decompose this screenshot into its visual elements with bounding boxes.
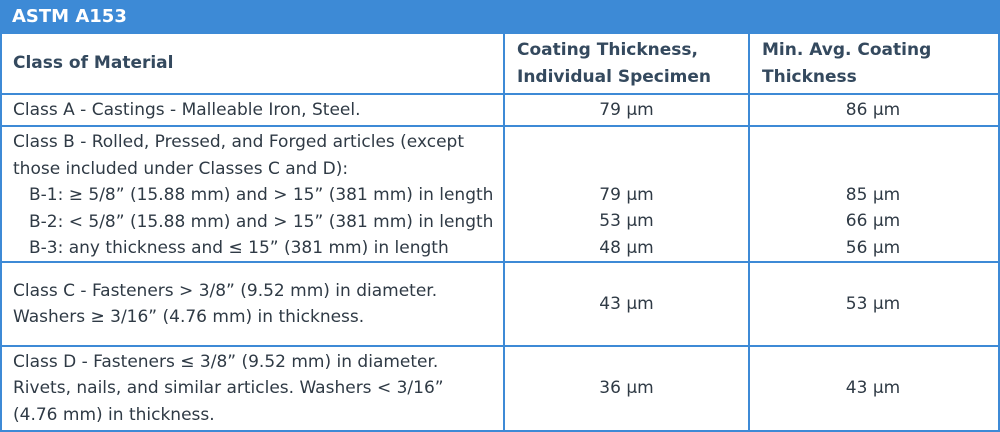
class-cell: Class A - Castings - Malleable Iron, Ste… [2,95,505,125]
value-text: 53 µm [599,211,654,231]
header-row: Class of Material Coating Thickness, Indiv… [0,34,1000,95]
value-cell: 36 µm [505,347,750,430]
subclass-text: B-3: any thickness and ≤ 15” (381 mm) in… [29,238,449,258]
value-text: 36 µm [599,378,654,399]
value-text: 79 µm [599,184,654,205]
spacer [505,129,748,155]
header-cell: Coating Thickness, Individual Specimen [505,34,750,93]
class-cell: Class D - Fasteners ≤ 3/8” (9.52 mm) in … [2,347,505,430]
subclass-text: B-2: < 5/8” (15.88 mm) and > 15” (381 mm… [29,211,494,232]
value-text: 66 µm [845,211,901,231]
table-row: Class D - Fasteners ≤ 3/8” (9.52 mm) in … [0,347,1000,432]
value-text: 53 µm [845,293,901,314]
spacer [750,155,996,181]
table-row: Class C - Fasteners > 3/8” (9.52 mm) in … [0,263,1000,347]
header-text: Thickness [762,66,857,87]
class-text: Washers ≥ 3/16” (4.76 mm) in thickness. [13,307,365,327]
value-cell: 85 µm 66 µm 56 µm [750,127,996,261]
value-cell: 43 µm [750,347,996,430]
class-cell: Class B - Rolled, Pressed, and Forged ar… [2,127,505,261]
value-text: 85 µm [845,184,901,205]
class-text: Class A - Castings - Malleable Iron, Ste… [13,99,361,120]
class-text: Class B - Rolled, Pressed, and Forged ar… [13,132,464,152]
header-text: Min. Avg. Coating [762,40,932,60]
value-cell: 79 µm 53 µm 48 µm [505,127,750,261]
table-row: Class B - Rolled, Pressed, and Forged ar… [0,127,1000,263]
header-cell: Class of Material [2,34,505,93]
spacer [750,129,996,155]
header-cell: Min. Avg. Coating Thickness [750,34,996,93]
value-text: 79 µm [599,99,654,120]
class-text: Rivets, nails, and similar articles. Was… [13,378,444,399]
value-text: 43 µm [599,293,654,314]
class-text: Class D - Fasteners ≤ 3/8” (9.52 mm) in … [13,351,439,372]
value-cell: 43 µm [505,263,750,345]
table-title: ASTM A153 [0,0,1000,34]
value-cell: 86 µm [750,95,996,125]
class-text: (4.76 mm) in thickness. [13,404,215,425]
value-text: 48 µm [599,237,654,258]
spacer [505,155,748,181]
subclass-text: B-1: ≥ 5/8” (15.88 mm) and > 15” (381 mm… [29,185,494,205]
value-text: 86 µm [845,99,901,120]
header-text: Class of Material [13,53,174,74]
value-text: 43 µm [845,378,901,399]
class-text: Class C - Fasteners > 3/8” (9.52 mm) in … [13,280,438,301]
value-cell: 53 µm [750,263,996,345]
value-text: 56 µm [845,237,901,258]
class-cell: Class C - Fasteners > 3/8” (9.52 mm) in … [2,263,505,345]
header-text: Individual Specimen [517,66,712,87]
table-row: Class A - Castings - Malleable Iron, Ste… [0,95,1000,127]
value-cell: 79 µm [505,95,750,125]
class-text: those included under Classes C and D): [13,158,349,179]
header-text: Coating Thickness, [517,40,699,60]
